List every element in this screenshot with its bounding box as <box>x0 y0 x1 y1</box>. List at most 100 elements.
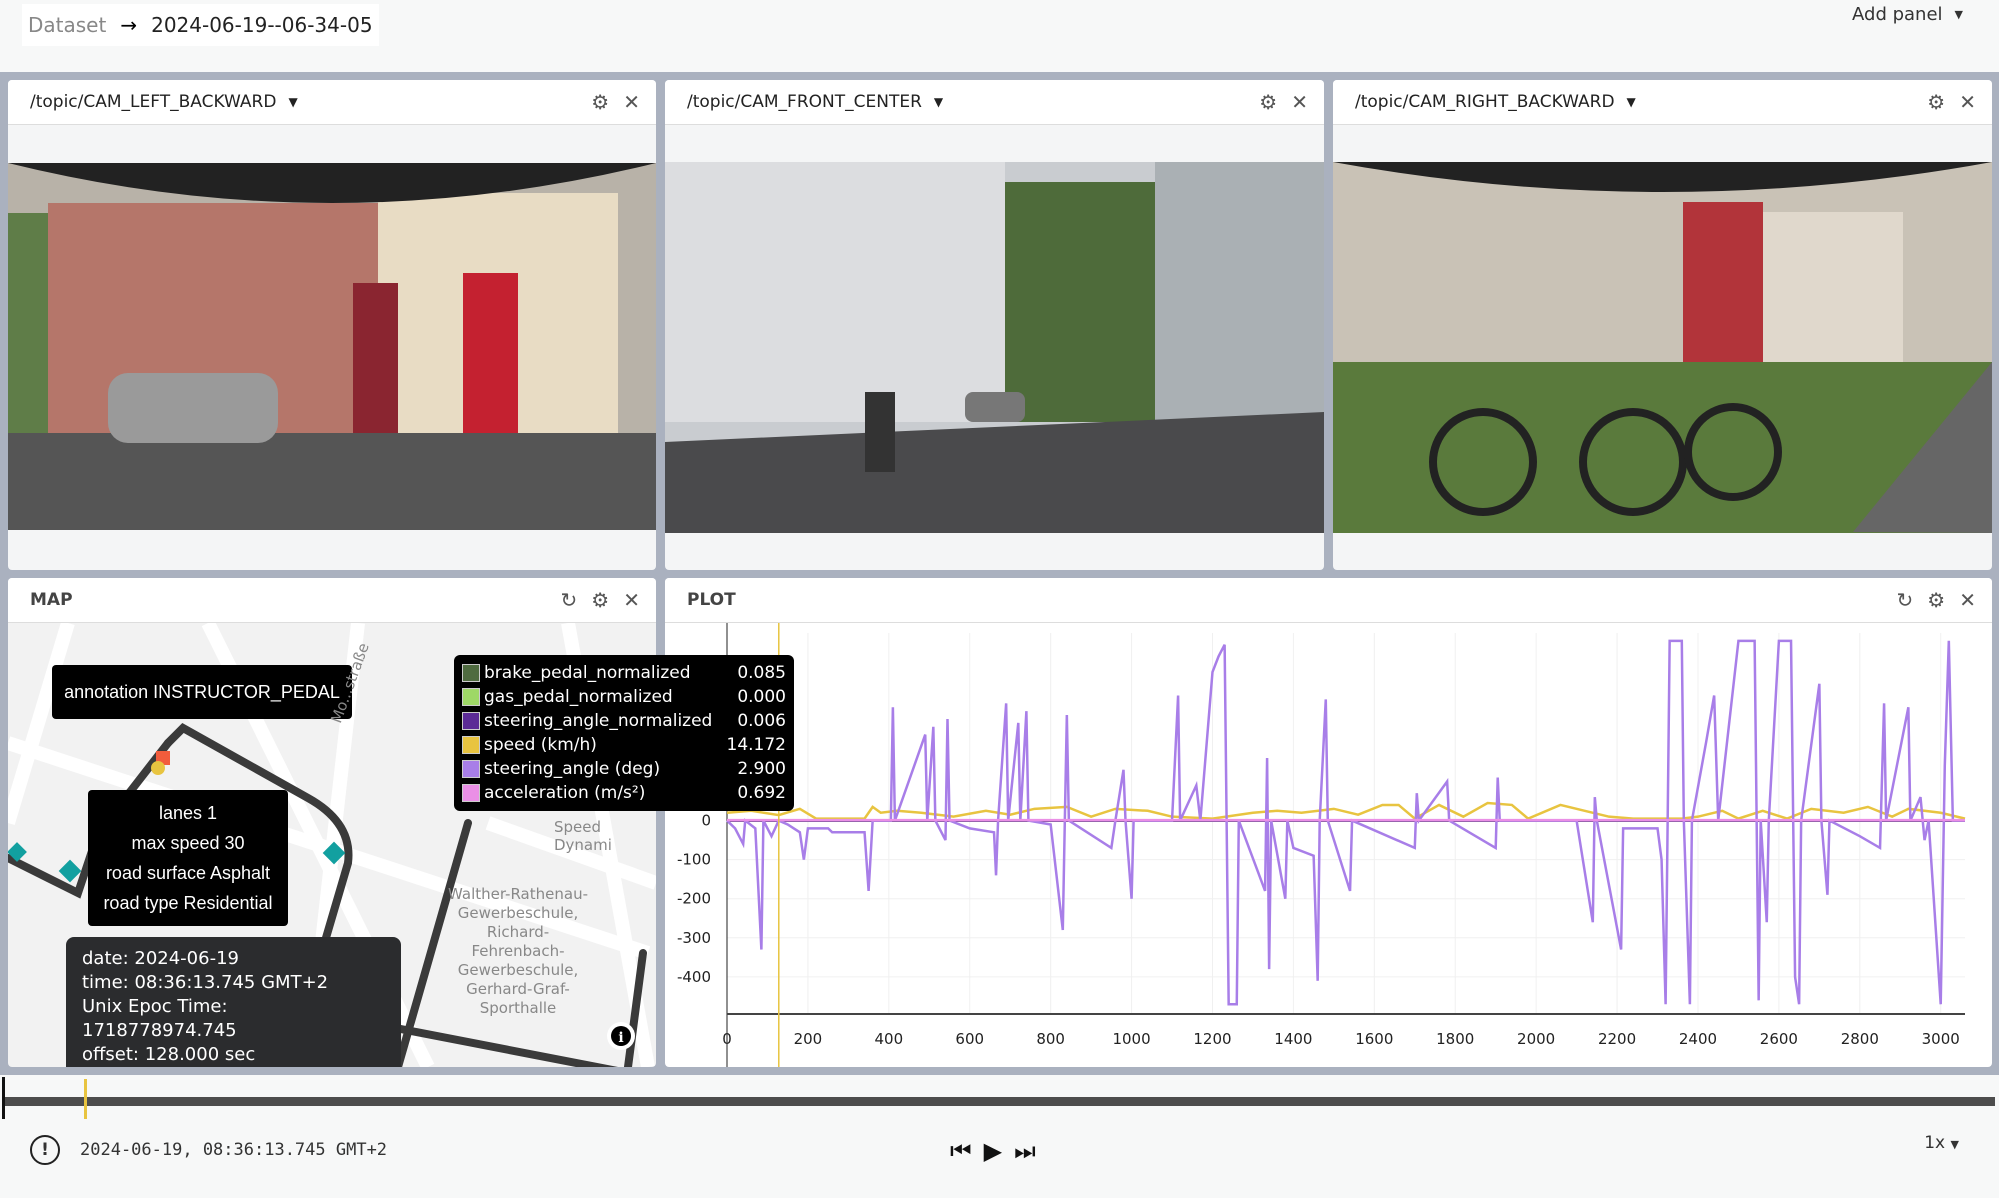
x-tick-label: 1400 <box>1274 1030 1312 1048</box>
road-surface: road surface Asphalt <box>105 863 271 883</box>
legend-swatch <box>462 664 480 682</box>
y-tick-label: 0 <box>701 812 711 830</box>
breadcrumb: Dataset → 2024-06-19--06-34-05 <box>22 4 379 46</box>
legend-series-value: 2.900 <box>737 759 786 779</box>
top-bar: Dataset → 2024-06-19--06-34-05 Add panel… <box>0 0 1999 72</box>
legend-series-value: 0.000 <box>737 687 786 707</box>
topic-selector[interactable]: /topic/CAM_LEFT_BACKWARD <box>30 92 277 112</box>
caret-down-icon[interactable]: ▼ <box>933 95 944 109</box>
x-tick-label: 200 <box>794 1030 823 1048</box>
refresh-icon[interactable]: ↻ <box>560 588 578 612</box>
add-panel-label: Add panel <box>1852 4 1943 25</box>
close-icon[interactable]: ✕ <box>623 90 640 114</box>
map-label-school: Walther-Rathenau- Gewerbeschule, Richard… <box>448 885 588 1017</box>
topic-selector[interactable]: /topic/CAM_FRONT_CENTER <box>687 92 922 112</box>
info-icon[interactable] <box>611 1026 631 1046</box>
close-icon[interactable]: ✕ <box>1291 90 1308 114</box>
series-line-steering-angle-deg- <box>726 639 1965 1006</box>
x-tick-label: 2400 <box>1679 1030 1717 1048</box>
add-panel-button[interactable]: Add panel ▼ <box>1852 4 1963 25</box>
plot-title: PLOT <box>687 590 736 610</box>
point-offset: offset: 128.000 sec <box>82 1044 256 1065</box>
point-unix-time: Unix Epoc Time: 1718778974.745 <box>82 996 237 1041</box>
camera-panel-right: /topic/CAM_RIGHT_BACKWARD ▼ ⚙ ✕ <box>1333 80 1992 570</box>
map-panel: MAP ↻ ⚙ ✕ i Walther-Rathenau- Gewerbeschul… <box>8 578 656 1067</box>
road-lanes: lanes 1 <box>158 803 218 823</box>
timeline-track[interactable] <box>4 1097 1995 1106</box>
gear-icon[interactable]: ⚙ <box>1259 90 1278 114</box>
camera-panel-left: /topic/CAM_LEFT_BACKWARD ▼ ⚙ ✕ <box>8 80 656 570</box>
map-label-speed-dynamics: Speed Dynami <box>554 818 612 854</box>
topic-selector[interactable]: /topic/CAM_RIGHT_BACKWARD <box>1355 92 1615 112</box>
legend-swatch <box>462 688 480 706</box>
arrow-right-icon: → <box>120 13 138 37</box>
road-max-speed: max speed 30 <box>131 833 245 853</box>
legend-row: steering_angle (deg) 2.900 <box>462 757 786 781</box>
caret-down-icon: ▼ <box>1954 8 1963 21</box>
close-icon[interactable]: ✕ <box>623 588 640 612</box>
playback-speed-value: 1x <box>1924 1133 1946 1153</box>
caret-down-icon[interactable]: ▼ <box>288 95 298 109</box>
series-line-speed-km-h- <box>726 801 1966 821</box>
legend-series-value: 0.692 <box>737 783 786 803</box>
x-tick-label: 3000 <box>1922 1030 1960 1048</box>
road-type: road type Residential <box>103 893 273 913</box>
timeline-bar: ! 2024-06-19, 08:36:13.745 GMT+2 ⏮ ▶ ⏭ 1x ▼ <box>0 1075 1999 1198</box>
waypoint-marker[interactable] <box>58 859 82 883</box>
legend-series-name: brake_pedal_normalized <box>484 663 691 683</box>
gear-icon[interactable]: ⚙ <box>591 588 610 612</box>
gear-icon[interactable]: ⚙ <box>591 90 610 114</box>
plot-chart[interactable]: 0 200 400 600 800 1000 1200 1400 1600 1800 2000 220… <box>665 578 1992 1067</box>
legend-row: steering_angle_normalized 0.006 <box>462 709 786 733</box>
legend-series-name: speed (km/h) <box>484 735 597 755</box>
legend-row: gas_pedal_normalized 0.000 <box>462 685 786 709</box>
x-tick-label: 2600 <box>1760 1030 1798 1048</box>
legend-series-name: steering_angle_normalized <box>484 711 713 731</box>
breadcrumb-dataset[interactable]: Dataset <box>28 13 107 37</box>
x-tick-label: 1600 <box>1355 1030 1393 1048</box>
close-icon[interactable]: ✕ <box>1959 588 1976 612</box>
skip-back-icon[interactable]: ⏮ <box>950 1137 972 1165</box>
caret-down-icon[interactable]: ▼ <box>1626 95 1636 109</box>
map-title: MAP <box>30 590 73 610</box>
y-tick-label: -100 <box>677 851 711 869</box>
timeline-start-handle[interactable] <box>2 1077 5 1119</box>
point-date: date: 2024-06-19 <box>82 948 239 969</box>
timeline-cursor[interactable] <box>83 1079 87 1119</box>
camera-image <box>665 162 1324 533</box>
gear-icon[interactable]: ⚙ <box>1927 90 1946 114</box>
camera-image <box>1333 162 1992 533</box>
svg-text:i: i <box>618 1030 623 1046</box>
x-tick-label: 400 <box>875 1030 904 1048</box>
skip-forward-icon[interactable]: ⏭ <box>1014 1137 1036 1165</box>
camera-image <box>8 163 656 530</box>
current-timestamp: 2024-06-19, 08:36:13.745 GMT+2 <box>80 1140 388 1160</box>
x-tick-label: 1000 <box>1112 1030 1150 1048</box>
legend-swatch <box>462 736 480 754</box>
legend-series-value: 0.006 <box>737 711 786 731</box>
y-tick-label: -200 <box>677 890 711 908</box>
x-tick-label: 600 <box>955 1030 984 1048</box>
caret-down-icon: ▼ <box>1950 1138 1959 1151</box>
playback-speed-select[interactable]: 1x ▼ <box>1924 1133 1959 1153</box>
exclamation-circle-icon[interactable]: ! <box>30 1135 60 1165</box>
legend-row: acceleration (m/s²) 0.692 <box>462 781 786 805</box>
legend-series-name: acceleration (m/s²) <box>484 783 646 803</box>
close-icon[interactable]: ✕ <box>1959 90 1976 114</box>
refresh-icon[interactable]: ↻ <box>1896 588 1914 612</box>
legend-swatch <box>462 712 480 730</box>
camera-panel-front: /topic/CAM_FRONT_CENTER ▼ ⚙ ✕ <box>665 80 1324 570</box>
annotation-tooltip: annotation INSTRUCTOR_PEDAL <box>52 665 352 719</box>
legend-series-value: 0.085 <box>737 663 786 683</box>
plot-panel: PLOT ↻ ⚙ ✕ 0 200 400 600 800 1000 1200 1400 1600 18… <box>665 578 1992 1067</box>
legend-series-value: 14.172 <box>726 735 786 755</box>
legend-swatch <box>462 784 480 802</box>
point-time: time: 08:36:13.745 GMT+2 <box>82 972 329 993</box>
legend-swatch <box>462 760 480 778</box>
legend-series-name: gas_pedal_normalized <box>484 687 673 707</box>
gear-icon[interactable]: ⚙ <box>1927 588 1946 612</box>
vehicle-position-marker[interactable] <box>151 761 165 775</box>
x-tick-label: 2800 <box>1841 1030 1879 1048</box>
road-info-tooltip: lanes 1 max speed 30 road surface Asphal… <box>88 790 288 926</box>
play-icon[interactable]: ▶ <box>983 1137 1003 1165</box>
